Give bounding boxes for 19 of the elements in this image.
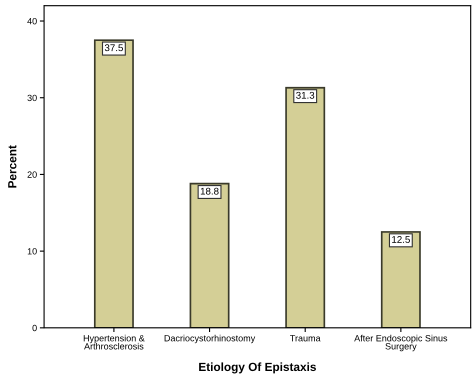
x-tick-label: After Endoscopic Sinus Surgery bbox=[354, 334, 448, 352]
y-tick-label: 40 bbox=[27, 18, 37, 24]
data-label: 37.5 bbox=[104, 44, 123, 52]
bar bbox=[94, 39, 134, 328]
bar bbox=[380, 231, 421, 328]
bar bbox=[190, 182, 230, 328]
x-tick-label: Trauma bbox=[290, 335, 321, 342]
data-label: 12.5 bbox=[392, 236, 410, 243]
y-tick-label: 20 bbox=[28, 171, 37, 178]
x-axis-title: Etiology Of Epistaxis bbox=[199, 362, 316, 374]
x-tick-label: Hypertension & Arthrosclerosis bbox=[84, 334, 145, 350]
y-axis-title: Percent bbox=[8, 145, 16, 188]
data-label: 31.3 bbox=[296, 92, 314, 99]
data-label: 18.8 bbox=[200, 188, 219, 195]
bar bbox=[285, 86, 326, 328]
y-tick-label: 0 bbox=[32, 324, 37, 332]
x-tick-label: Dacriocystorhinostomy bbox=[164, 334, 256, 344]
y-tick-label: 30 bbox=[27, 94, 37, 102]
y-tick-label: 10 bbox=[28, 248, 37, 254]
